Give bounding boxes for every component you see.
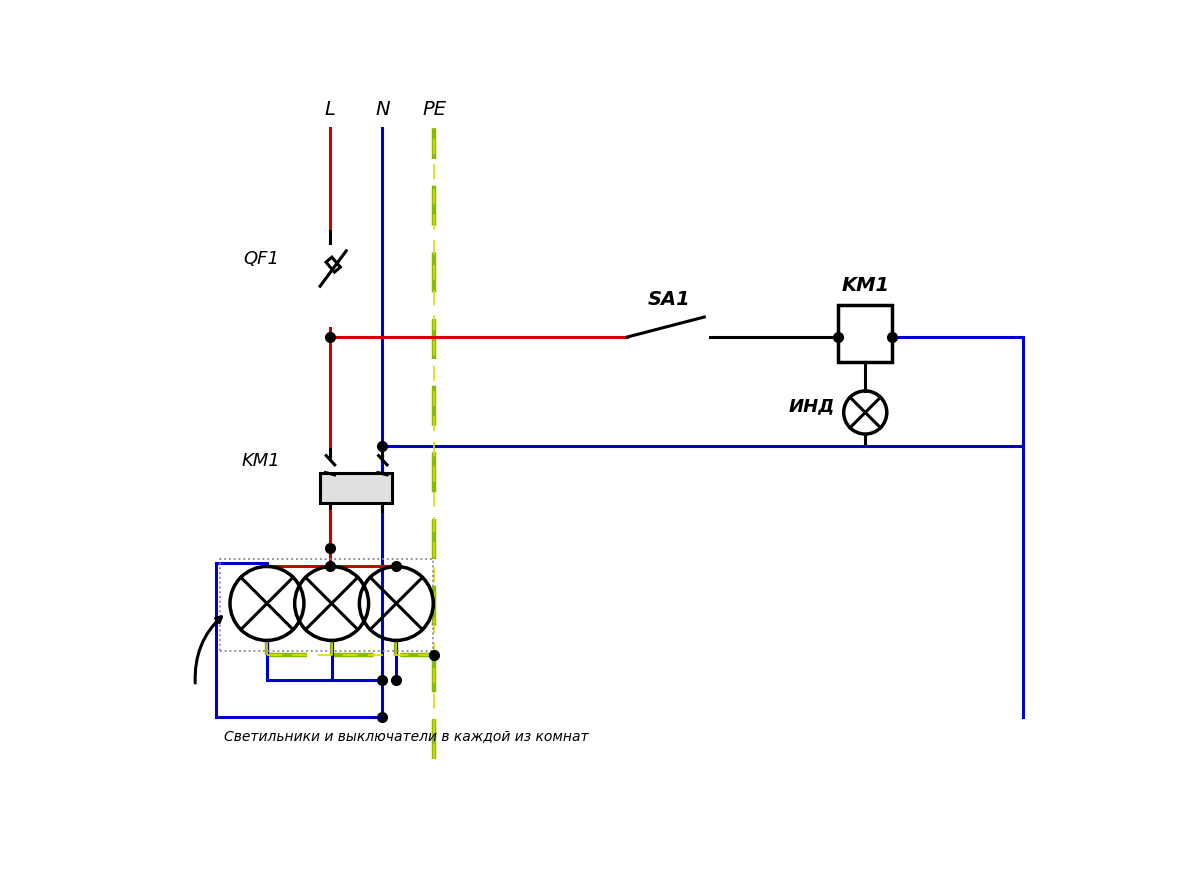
Text: QF1: QF1 [242,250,278,268]
Bar [839,306,893,363]
Text: L: L [325,100,336,119]
Bar [220,559,433,651]
Text: KM1: KM1 [241,451,280,470]
Text: SA1: SA1 [648,290,690,308]
Bar [326,258,341,273]
Text: N: N [376,100,390,119]
Text: PE: PE [422,100,446,119]
Text: KM1: KM1 [841,276,889,294]
Text: ИНД: ИНД [788,396,834,414]
Bar [320,473,392,504]
Text: Светильники и выключатели в каждой из комнат: Светильники и выключатели в каждой из ко… [224,729,588,742]
